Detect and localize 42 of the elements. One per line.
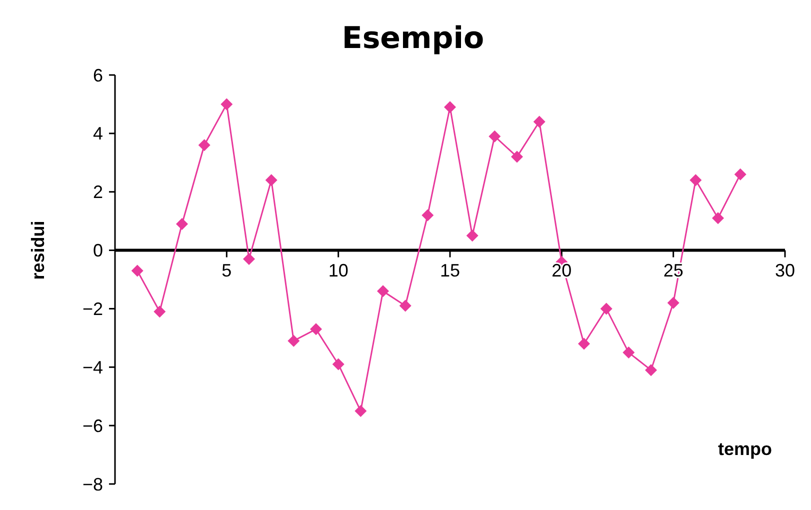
chart-title: Esempio [342,21,484,56]
point [131,264,144,277]
point [645,364,657,376]
point [220,98,233,110]
x-tick-label: 15 [440,260,460,280]
point [622,346,635,359]
y-tick-label: 2 [92,182,103,202]
point [578,338,590,350]
point [332,358,344,370]
point [377,285,389,298]
y-tick-label: 0 [92,240,103,261]
y-tick-label: 4 [92,124,103,144]
point [712,212,724,224]
y-tick-label: −2 [82,299,103,320]
y-tick-label: −8 [82,474,103,494]
y-tick-label: 6 [92,65,103,86]
point [154,306,166,318]
point [243,253,255,266]
point [354,404,367,417]
point [511,150,523,163]
point [667,296,680,309]
point [444,101,456,114]
x-tick-label: 5 [222,260,232,280]
point [399,300,412,312]
point [176,218,188,230]
point [533,116,546,128]
point [265,174,278,186]
x-tick-label: 10 [328,260,348,280]
y-tick-label: −4 [82,357,103,378]
y-tick-label: −6 [82,416,103,436]
point [466,230,478,242]
point [690,174,702,186]
point [422,209,434,222]
y-axis-title: residui [28,220,48,280]
point [288,334,300,347]
x-axis-title: tempo [718,439,772,459]
point [600,302,612,315]
point [734,168,746,180]
x-tick-label: 30 [774,260,796,280]
point [488,130,501,142]
point [198,139,210,152]
point [310,323,322,336]
